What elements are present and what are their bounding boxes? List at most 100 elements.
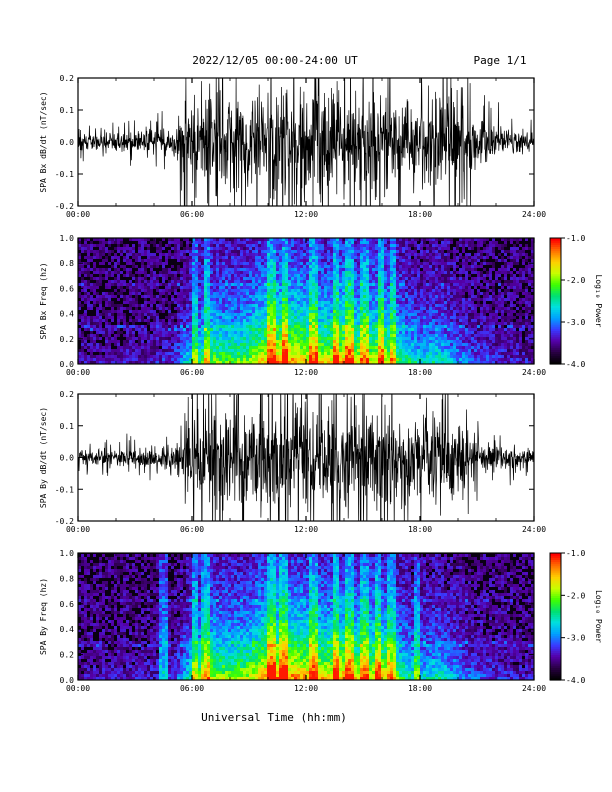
spectrogram-cell [402,262,405,265]
spectrogram-cell [441,262,444,265]
spectrogram-cell [285,286,288,289]
spectrogram-cell [186,322,189,325]
spectrogram-cell [162,358,165,361]
spectrogram-cell [276,292,279,295]
spectrogram-cell [315,244,318,247]
spectrogram-cell [222,265,225,268]
spectrogram-cell [294,337,297,340]
spectrogram-cell [240,247,243,250]
spectrogram-cell [279,304,282,307]
spectrogram-cell [360,358,363,361]
spectrogram-cell [417,298,420,301]
spectrogram-cell [285,340,288,343]
spectrogram-cell [438,352,441,355]
spectrogram-cell [132,358,135,361]
spectrogram-cell [315,289,318,292]
spectrogram-cell [222,325,225,328]
spectrogram-cell [207,322,210,325]
spectrogram-cell [126,361,129,364]
spectrogram-cell [105,295,108,298]
spectrogram-cell [120,304,123,307]
spectrogram-cell [441,277,444,280]
spectrogram-cell [402,325,405,328]
spectrogram-cell [195,334,198,337]
spectrogram-cell [153,295,156,298]
spectrogram-cell [423,331,426,334]
spectrogram-cell [231,343,234,346]
spectrogram-cell [102,292,105,295]
spectrogram-cell [189,277,192,280]
spectrogram-cell [402,304,405,307]
spectrogram-cell [300,256,303,259]
spectrogram-cell [432,292,435,295]
spectrogram-cell [315,319,318,322]
spectrogram-cell [198,349,201,352]
spectrogram-cell [264,274,267,277]
spectrogram-cell [252,247,255,250]
spectrogram-cell [330,349,333,352]
spectrogram-cell [450,334,453,337]
spectrogram-cell [279,334,282,337]
spectrogram-cell [282,289,285,292]
spectrogram-cell [366,307,369,310]
spectrogram-cell [435,244,438,247]
spectrogram-cell [351,352,354,355]
spectrogram-cell [78,268,81,271]
spectrogram-cell [204,256,207,259]
spectrogram-cell [444,337,447,340]
spectrogram-cell [417,361,420,364]
spectrogram-cell [429,292,432,295]
spectrogram-cell [315,265,318,268]
spectrogram-cell [339,295,342,298]
spectrogram-cell [321,238,324,241]
spectrogram-cell [327,259,330,262]
spectrogram-cell [315,238,318,241]
spectrogram-cell [414,262,417,265]
spectrogram-cell [366,316,369,319]
spectrogram-cell [276,310,279,313]
spectrogram-cell [285,313,288,316]
spectrogram-cell [261,238,264,241]
spectrogram-cell [225,355,228,358]
spectrogram-cell [261,307,264,310]
spectrogram-cell [282,241,285,244]
spectrogram-cell [405,301,408,304]
spectrogram-cell [261,361,264,364]
spectrogram-cell [387,361,390,364]
spectrogram-cell [168,361,171,364]
spectrogram-cell [93,268,96,271]
spectrogram-cell [147,295,150,298]
spectrogram-cell [276,238,279,241]
spectrogram-cell [366,256,369,259]
spectrogram-cell [177,319,180,322]
spectrogram-cell [138,253,141,256]
spectrogram-cell [315,355,318,358]
spectrogram-cell [279,292,282,295]
spectrogram-cell [321,361,324,364]
spectrogram-cell [210,253,213,256]
spectrogram-cell [210,271,213,274]
spectrogram-cell [237,361,240,364]
spectrogram-cell [423,340,426,343]
spectrogram-cell [411,331,414,334]
spectrogram-cell [141,253,144,256]
spectrogram-cell [117,304,120,307]
spectrogram-cell [87,322,90,325]
spectrogram-cell [147,253,150,256]
spectrogram-cell [81,319,84,322]
spectrogram-cell [102,262,105,265]
y-tick-label: 0.2 [60,74,75,83]
spectrogram-cell [378,349,381,352]
spectrogram-cell [357,298,360,301]
spectrogram-cell [450,262,453,265]
spectrogram-cell [255,334,258,337]
spectrogram-cell [213,280,216,283]
spectrogram-cell [144,346,147,349]
spectrogram-cell [345,322,348,325]
spectrogram-cell [276,349,279,352]
spectrogram-cell [378,289,381,292]
spectrogram-cell [372,310,375,313]
spectrogram-cell [129,298,132,301]
spectrogram-cell [312,268,315,271]
spectrogram-cell [135,316,138,319]
